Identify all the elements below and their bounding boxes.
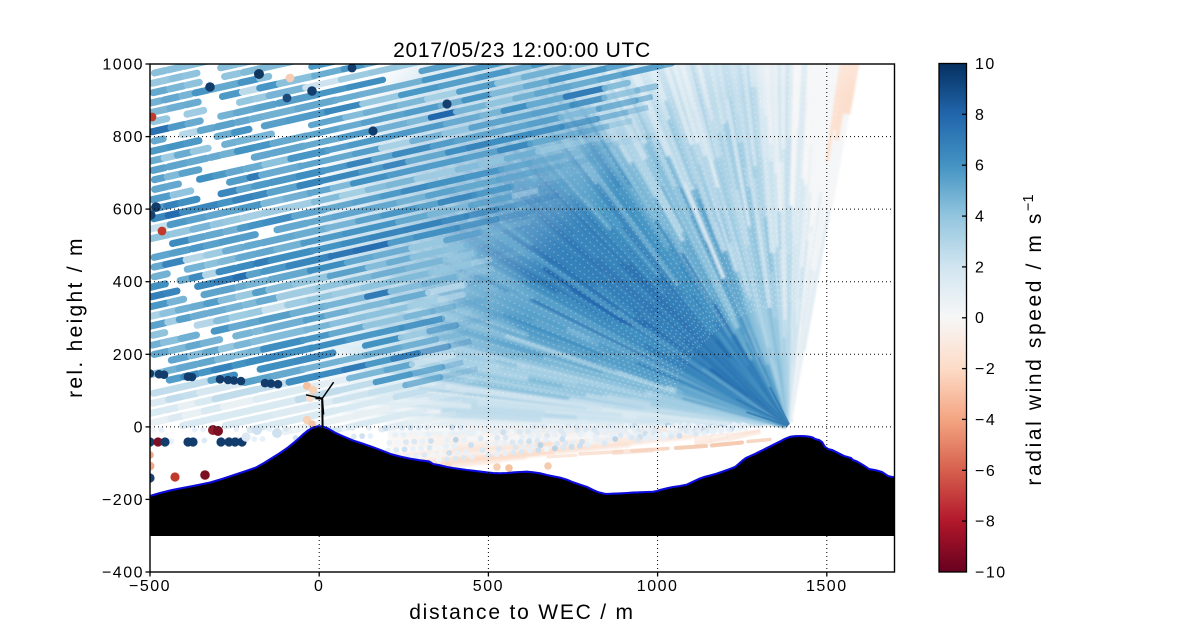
svg-text:600: 600 (113, 202, 144, 219)
svg-text:−6: −6 (975, 463, 996, 480)
svg-text:−4: −4 (975, 412, 996, 429)
svg-text:0: 0 (134, 419, 144, 436)
svg-text:rel. height / m: rel. height / m (64, 236, 87, 398)
svg-text:400: 400 (113, 274, 144, 291)
svg-text:−200: −200 (102, 492, 144, 509)
svg-text:2017/05/23 12:00:00 UTC: 2017/05/23 12:00:00 UTC (393, 39, 651, 62)
svg-text:0: 0 (314, 578, 324, 595)
svg-text:4: 4 (975, 209, 985, 226)
svg-text:1000: 1000 (102, 57, 144, 74)
svg-text:−8: −8 (975, 514, 996, 531)
svg-text:8: 8 (975, 107, 985, 124)
svg-text:0: 0 (975, 310, 985, 327)
svg-text:800: 800 (113, 129, 144, 146)
svg-text:6: 6 (975, 158, 985, 175)
svg-text:2: 2 (975, 259, 985, 276)
svg-text:radial wind speed / m s−1: radial wind speed / m s−1 (1021, 194, 1046, 485)
svg-text:−2: −2 (975, 361, 996, 378)
svg-text:200: 200 (113, 347, 144, 364)
svg-text:−400: −400 (102, 565, 144, 582)
svg-text:1500: 1500 (806, 578, 848, 595)
svg-text:−10: −10 (975, 565, 1007, 582)
svg-text:distance to WEC / m: distance to WEC / m (409, 601, 635, 624)
svg-text:10: 10 (975, 56, 996, 73)
svg-text:1000: 1000 (637, 578, 679, 595)
svg-text:−500: −500 (129, 578, 171, 595)
svg-text:500: 500 (473, 578, 504, 595)
